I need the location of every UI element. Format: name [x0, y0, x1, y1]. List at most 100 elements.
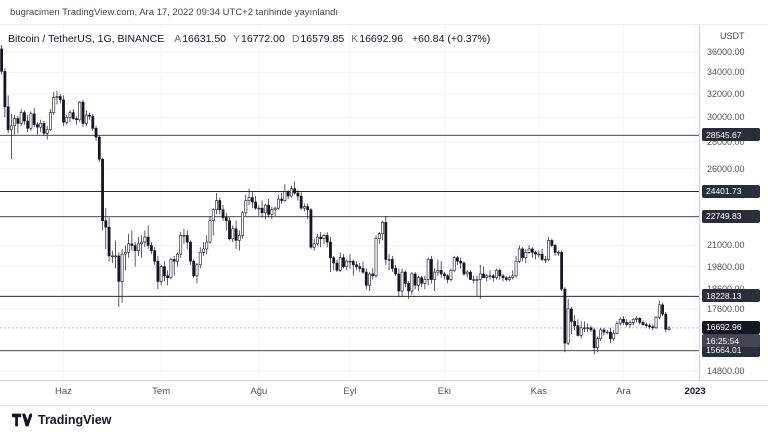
candle-body — [169, 259, 173, 278]
candle-body — [511, 275, 515, 278]
candle-body — [377, 233, 381, 240]
candle-body — [459, 260, 463, 264]
candle-body — [195, 264, 199, 277]
candle-body — [234, 228, 238, 241]
candle-body — [569, 308, 573, 322]
candle-body — [273, 207, 277, 211]
price-tick: 17600.00 — [707, 303, 745, 314]
candle-body — [202, 248, 205, 253]
price-axis[interactable]: USDT 36000.00 34000.00 32000.00 30000.00 280… — [699, 25, 768, 381]
candle-body — [537, 253, 541, 256]
candle-body — [117, 255, 121, 282]
candle-body — [560, 252, 564, 290]
candle-body — [163, 266, 166, 277]
candle-body — [628, 322, 632, 325]
candle-body — [244, 200, 248, 214]
candle-body — [218, 200, 222, 211]
tradingview-brand[interactable]: TradingView — [38, 412, 112, 427]
time-tick: Tem — [152, 386, 171, 397]
candle-body — [664, 313, 668, 330]
price-tick: 18600.00 — [707, 284, 745, 294]
candle-body — [322, 235, 326, 240]
candle-body — [52, 97, 56, 113]
bar-countdown: 16:25:54 — [702, 334, 760, 348]
candle-body — [429, 259, 433, 280]
candle-body — [312, 243, 316, 248]
candle-body — [657, 304, 661, 318]
candle-body — [26, 120, 30, 129]
candle-body — [452, 257, 456, 271]
candle-body — [332, 257, 336, 264]
candle-body — [361, 268, 365, 273]
candle-body — [208, 220, 212, 243]
time-tick: Haz — [55, 386, 72, 397]
candle-body — [443, 273, 446, 277]
candle-body — [469, 271, 472, 280]
candle-body — [75, 118, 78, 121]
candle-body — [172, 259, 176, 262]
candle-body — [316, 236, 319, 245]
time-tick: 2023 — [684, 386, 706, 397]
candle-body — [550, 240, 554, 246]
candle-body — [68, 112, 72, 118]
candle-body — [228, 220, 231, 240]
price-tick: 36000.00 — [707, 46, 745, 57]
level-price-badge: 28545.67 — [702, 128, 760, 142]
candle-body — [319, 236, 323, 240]
time-axis[interactable]: Haz Tem Ağu Eyl Eki Kas Ara 2023 — [0, 380, 768, 405]
tradingview-logo-icon[interactable] — [12, 413, 32, 427]
candle-body — [257, 207, 261, 210]
candle-body — [612, 332, 616, 339]
legend-close: K16692.96 — [351, 33, 404, 45]
candle-body — [446, 275, 450, 280]
candle-body — [374, 238, 378, 277]
candle-body — [23, 112, 26, 122]
candle-body — [524, 252, 528, 258]
candle-body — [254, 201, 257, 209]
candle-body — [439, 269, 443, 275]
candle-body — [153, 250, 157, 262]
candle-body — [641, 322, 645, 325]
candle-body — [351, 260, 355, 266]
candle-body — [127, 243, 131, 253]
candle-body — [306, 206, 310, 211]
candle-body — [276, 198, 280, 209]
candle-body — [475, 279, 479, 281]
candle-body — [400, 271, 404, 292]
candle-body — [231, 228, 235, 240]
candle-body — [521, 248, 524, 258]
candle-body — [65, 117, 69, 123]
candle-body — [143, 236, 147, 243]
candle-body — [270, 209, 274, 215]
candle-body — [355, 264, 358, 267]
candle-body — [410, 273, 414, 292]
candle-body — [107, 226, 111, 257]
candle-body — [403, 271, 407, 284]
last-price-badge: 16692.96 — [702, 320, 760, 334]
candle-body — [563, 288, 567, 344]
candle-body — [29, 113, 33, 129]
candlestick-chart[interactable] — [0, 25, 700, 381]
candle-body — [101, 158, 104, 222]
candle-body — [345, 260, 349, 267]
candle-body — [280, 198, 284, 201]
attribution-bar: bugracimen TradingView.com, Ara 17, 2022… — [0, 0, 768, 25]
candle-body — [247, 197, 251, 201]
footer-bar: TradingView — [0, 405, 768, 432]
candle-body — [293, 188, 297, 194]
candle-body — [547, 240, 551, 260]
candle-body — [221, 209, 225, 218]
candle-body — [114, 255, 117, 258]
candle-body — [91, 115, 95, 129]
price-tick: 21000.00 — [707, 240, 745, 251]
candle-body — [260, 207, 264, 214]
candle-body — [622, 318, 625, 323]
candle-body — [296, 192, 300, 197]
candle-body — [625, 322, 629, 325]
candle-body — [182, 235, 186, 237]
candle-body — [456, 257, 459, 262]
candle-body — [397, 273, 401, 292]
candle-body — [97, 136, 101, 160]
candle-body — [32, 113, 36, 125]
plot-area[interactable] — [0, 25, 700, 381]
